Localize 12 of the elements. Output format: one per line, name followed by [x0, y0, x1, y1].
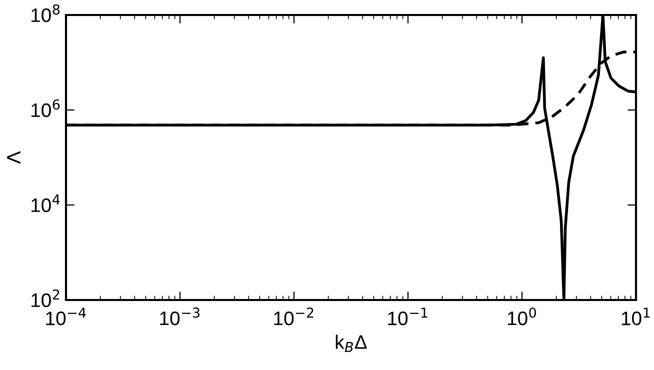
y-axis-title: Λ [7, 151, 20, 164]
y-tick-label: 10$^{6}$ [32, 99, 60, 118]
x-tick-label: 10$^{−4}$ [46, 308, 86, 326]
y-tick-label: 10$^{4}$ [32, 194, 60, 212]
x-tick-label: 10$^{−3}$ [160, 308, 200, 326]
x-tick-label: 10$^{−2}$ [274, 308, 314, 326]
x-tick-label: 10$^{0}$ [508, 308, 536, 326]
x-axis-title: k$_{B}$Δ [336, 334, 367, 352]
x-tick-label: 10$^{1}$ [622, 308, 650, 326]
y-tick-label: 10$^{8}$ [32, 4, 60, 22]
y-tick-label: 10$^{2}$ [32, 289, 60, 308]
x-tick-label: 10$^{−1}$ [388, 308, 428, 326]
